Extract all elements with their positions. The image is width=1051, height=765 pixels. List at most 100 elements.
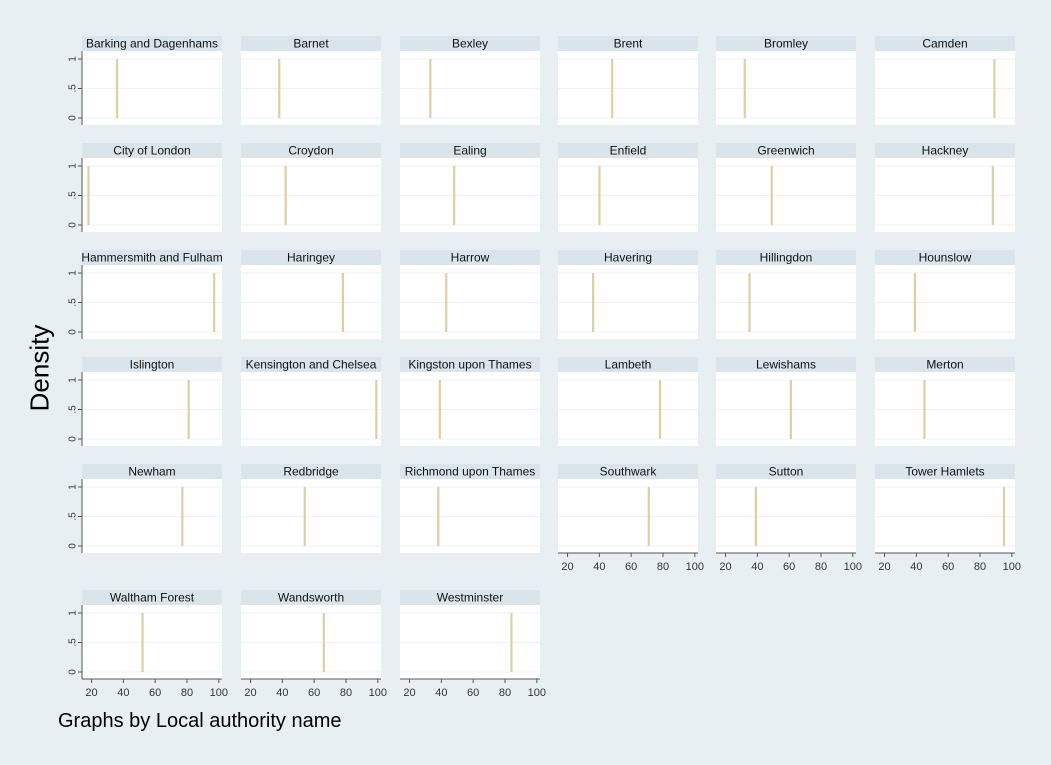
panel-header-redbridge xyxy=(241,464,381,479)
density-bar-brent xyxy=(611,59,614,118)
panel-title-islington: Islington xyxy=(130,358,175,372)
y-tick-label-islington: 0 xyxy=(68,436,79,442)
panel-title-kingston-upon-thames: Kingston upon Thames xyxy=(408,358,531,372)
panel-title-lambeth: Lambeth xyxy=(605,358,652,372)
panel-header-brent xyxy=(558,36,698,51)
y-tick-label-city-of-london: .5 xyxy=(68,191,79,200)
y-tick-label-newham: 0 xyxy=(68,543,79,549)
density-bar-hackney xyxy=(991,166,994,225)
y-tick-label-barking-and-dagenhams: 0 xyxy=(68,115,79,121)
panel-title-westminster: Westminster xyxy=(437,591,503,605)
x-tick-label-sutton: 80 xyxy=(815,561,827,573)
panel-title-waltham-forest: Waltham Forest xyxy=(110,591,195,605)
panel-title-hounslow: Hounslow xyxy=(919,251,972,265)
panel-header-lambeth xyxy=(558,357,698,372)
x-tick-label-westminster: 80 xyxy=(499,687,511,699)
density-bar-hammersmith-and-fulham xyxy=(213,273,216,332)
panel-header-lewishams xyxy=(716,357,856,372)
panel-header-barnet xyxy=(241,36,381,51)
y-tick-label-barking-and-dagenhams: 1 xyxy=(68,56,79,62)
density-bar-kensington-and-chelsea xyxy=(375,380,378,439)
panel-header-tower-hamlets xyxy=(875,464,1015,479)
density-bar-redbridge xyxy=(303,487,306,546)
panel-header-greenwich xyxy=(716,143,856,158)
y-tick-label-waltham-forest: .5 xyxy=(68,638,79,647)
panel-title-barnet: Barnet xyxy=(293,37,329,51)
x-tick-label-sutton: 60 xyxy=(783,561,795,573)
y-tick-label-hammersmith-and-fulham: .5 xyxy=(68,298,79,307)
density-bar-hounslow xyxy=(913,273,916,332)
panel-title-lewishams: Lewishams xyxy=(756,358,816,372)
panel-header-kensington-and-chelsea xyxy=(241,357,381,372)
panel-header-harrow xyxy=(400,250,540,265)
x-tick-label-southwark: 100 xyxy=(686,561,704,573)
panel-title-merton: Merton xyxy=(926,358,963,372)
panel-title-city-of-london: City of London xyxy=(113,144,190,158)
density-bar-islington xyxy=(187,380,190,439)
density-bar-richmond-upon-thames xyxy=(437,487,440,546)
density-bar-bexley xyxy=(429,59,432,118)
y-tick-label-city-of-london: 1 xyxy=(68,163,79,169)
panel-title-barking-and-dagenhams: Barking and Dagenhams xyxy=(86,37,218,51)
density-bar-haringey xyxy=(341,273,345,332)
density-bar-tower-hamlets xyxy=(1002,487,1006,546)
density-bar-lambeth xyxy=(658,380,662,439)
panel-header-hackney xyxy=(875,143,1015,158)
density-bar-newham xyxy=(181,487,184,546)
panel-header-waltham-forest xyxy=(82,590,222,605)
panel-title-richmond-upon-thames: Richmond upon Thames xyxy=(405,465,536,479)
x-tick-label-waltham-forest: 40 xyxy=(117,687,129,699)
panel-title-hammersmith-and-fulham: Hammersmith and Fulham xyxy=(81,251,222,265)
x-tick-label-waltham-forest: 80 xyxy=(181,687,193,699)
panel-title-bexley: Bexley xyxy=(452,37,488,51)
panel-title-hackney: Hackney xyxy=(922,144,969,158)
density-bar-city-of-london xyxy=(87,166,90,225)
density-bar-croydon xyxy=(284,166,287,225)
panel-header-islington xyxy=(82,357,222,372)
x-tick-label-tower-hamlets: 40 xyxy=(910,561,922,573)
x-tick-label-tower-hamlets: 20 xyxy=(878,561,890,573)
density-bar-harrow xyxy=(445,273,448,332)
panel-header-southwark xyxy=(558,464,698,479)
x-tick-label-wandsworth: 20 xyxy=(244,687,256,699)
x-tick-label-wandsworth: 80 xyxy=(340,687,352,699)
panel-header-hammersmith-and-fulham xyxy=(82,250,222,265)
y-tick-label-newham: 1 xyxy=(68,484,79,490)
panel-header-hillingdon xyxy=(716,250,856,265)
density-bar-greenwich xyxy=(770,166,773,225)
panel-header-hounslow xyxy=(875,250,1015,265)
panel-header-bexley xyxy=(400,36,540,51)
panel-title-southwark: Southwark xyxy=(600,465,658,479)
x-tick-label-westminster: 20 xyxy=(403,687,415,699)
density-bar-wandsworth xyxy=(322,613,325,672)
panel-header-barking-and-dagenhams xyxy=(82,36,222,51)
y-tick-label-newham: .5 xyxy=(68,512,79,521)
panel-title-kensington-and-chelsea: Kensington and Chelsea xyxy=(246,358,377,372)
panel-title-havering: Havering xyxy=(604,251,652,265)
panel-title-haringey: Haringey xyxy=(287,251,335,265)
density-bar-barking-and-dagenhams xyxy=(116,59,119,118)
y-tick-label-city-of-london: 0 xyxy=(68,222,79,228)
panel-header-haringey xyxy=(241,250,381,265)
panel-title-greenwich: Greenwich xyxy=(757,144,814,158)
panel-header-camden xyxy=(875,36,1015,51)
panel-header-kingston-upon-thames xyxy=(400,357,540,372)
density-bar-camden xyxy=(993,59,996,118)
panel-header-bromley xyxy=(716,36,856,51)
panel-header-wandsworth xyxy=(241,590,381,605)
x-tick-label-waltham-forest: 60 xyxy=(149,687,161,699)
panel-header-richmond-upon-thames xyxy=(400,464,540,479)
panel-title-hillingdon: Hillingdon xyxy=(760,251,813,265)
panel-header-newham xyxy=(82,464,222,479)
x-tick-label-southwark: 60 xyxy=(625,561,637,573)
x-tick-label-westminster: 60 xyxy=(467,687,479,699)
y-tick-label-hammersmith-and-fulham: 0 xyxy=(68,329,79,335)
panel-header-havering xyxy=(558,250,698,265)
panel-title-enfield: Enfield xyxy=(610,144,647,158)
x-tick-label-wandsworth: 40 xyxy=(276,687,288,699)
density-bar-hillingdon xyxy=(748,273,751,332)
density-bar-havering xyxy=(592,273,595,332)
y-tick-label-islington: .5 xyxy=(68,405,79,414)
x-tick-label-southwark: 40 xyxy=(593,561,605,573)
density-bar-enfield xyxy=(598,166,601,225)
